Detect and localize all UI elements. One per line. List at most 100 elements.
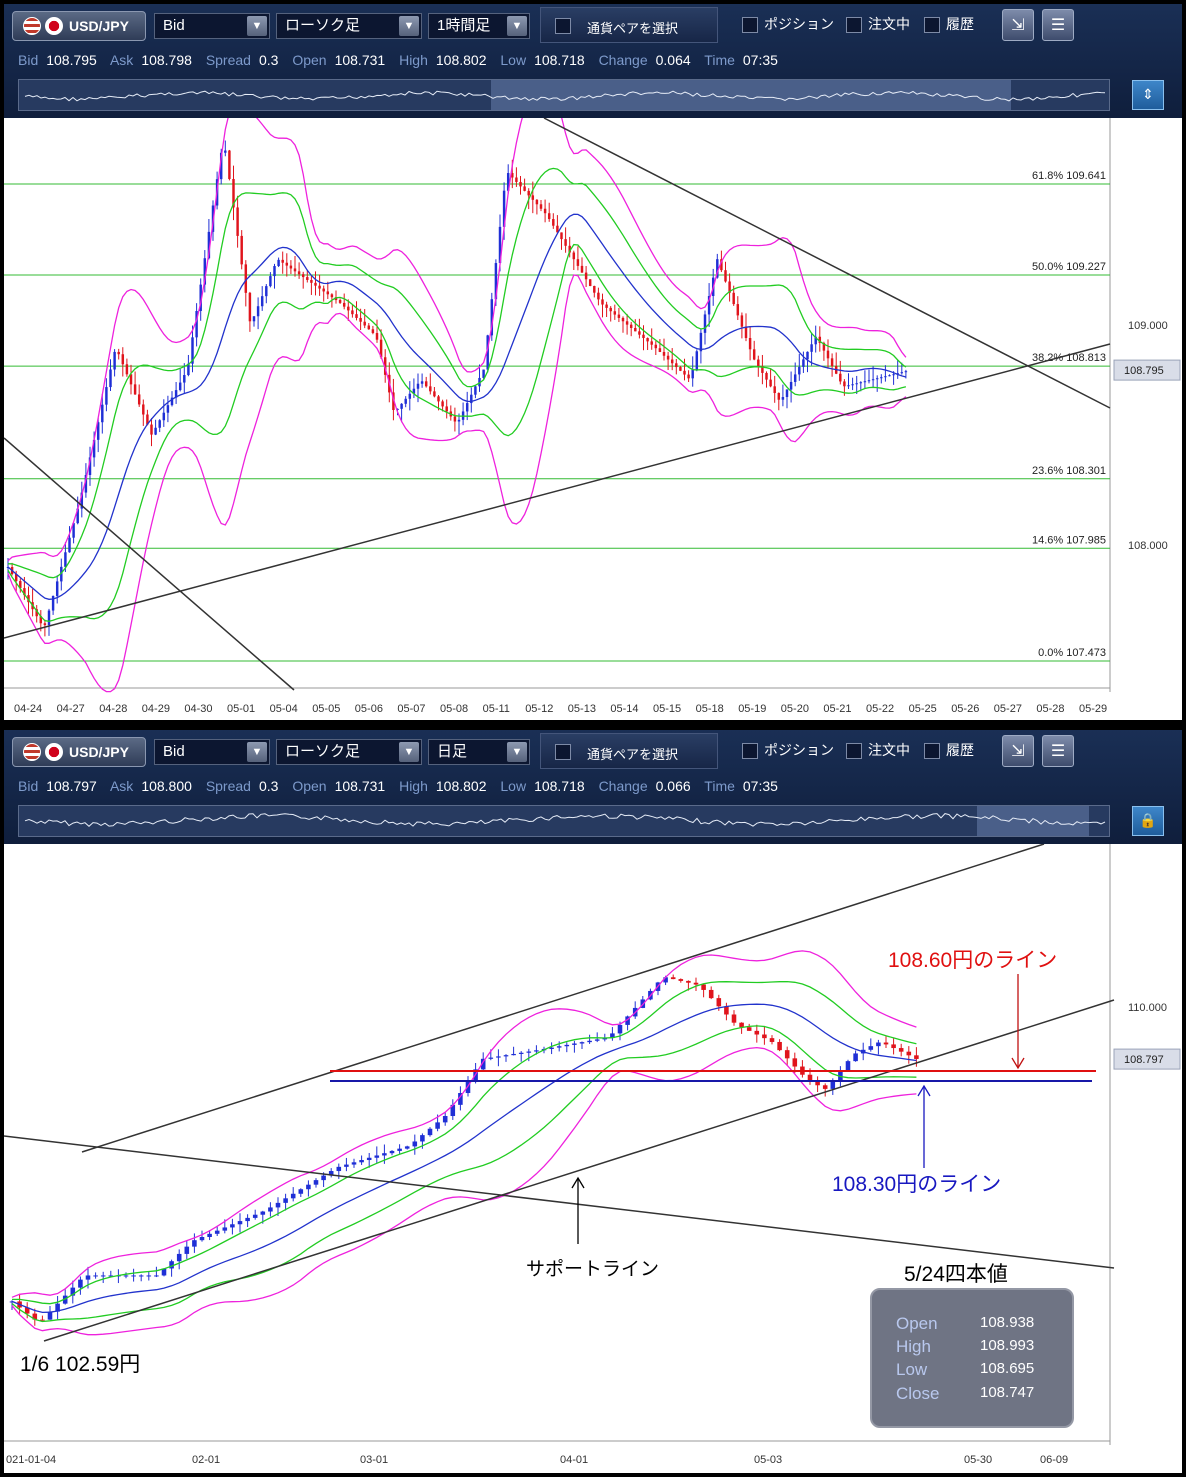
chart-type-select[interactable]: ローソク足 ▼ bbox=[276, 739, 422, 765]
change-value: 0.066 bbox=[655, 778, 691, 794]
scroll-lock-icon[interactable]: 🔒 bbox=[1132, 806, 1164, 836]
hourly-candle bbox=[162, 412, 166, 421]
hourly-candle bbox=[658, 348, 662, 352]
time-tick-label: 05-20 bbox=[781, 703, 809, 715]
chevron-down-icon: ▼ bbox=[247, 742, 267, 762]
pair-select-button[interactable]: 通貨ペアを選択 bbox=[540, 7, 718, 43]
down-trendline bbox=[4, 437, 295, 691]
symbol-button[interactable]: USD/JPY bbox=[12, 737, 146, 767]
hourly-candle bbox=[72, 523, 75, 538]
price-type-value: Bid bbox=[163, 17, 185, 34]
hourly-candle bbox=[441, 401, 444, 407]
open-value: 108.731 bbox=[334, 52, 386, 68]
hourly-band-upper2 bbox=[7, 118, 907, 562]
navigator-scrollbar[interactable] bbox=[18, 79, 1110, 111]
hourly-candle bbox=[855, 383, 858, 385]
hourly-candle bbox=[761, 366, 764, 373]
price-tick-label: 110.000 bbox=[1128, 1002, 1167, 1014]
hourly-candle bbox=[39, 616, 43, 624]
daily-candle bbox=[663, 977, 668, 983]
hourly-candle bbox=[802, 359, 805, 367]
hourly-candle bbox=[178, 382, 182, 391]
hourly-candle bbox=[613, 311, 617, 315]
settings-panel-icon[interactable]: ☰ bbox=[1042, 735, 1074, 767]
pair-checkbox[interactable] bbox=[555, 18, 571, 34]
chart-type-select[interactable]: ローソク足 ▼ bbox=[276, 13, 422, 39]
hourly-candle bbox=[707, 296, 711, 315]
hourly-candlestick-chart[interactable]: 61.8% 109.641 50.0% 109.227 38.2% 108.813 2… bbox=[4, 118, 1182, 720]
navigator-window[interactable] bbox=[977, 806, 1089, 837]
daily-candle bbox=[526, 1051, 532, 1053]
history-checkbox[interactable] bbox=[924, 17, 940, 33]
orders-toggle[interactable]: 注文中 bbox=[846, 740, 910, 760]
time-tick-label: 04-29 bbox=[142, 703, 170, 715]
hourly-candle bbox=[367, 325, 371, 330]
navigator-scrollbar[interactable] bbox=[18, 805, 1110, 837]
daily-candle bbox=[458, 1093, 463, 1105]
hourly-candle bbox=[654, 344, 658, 349]
chevron-down-icon: ▼ bbox=[399, 16, 419, 36]
position-toggle[interactable]: ポジション bbox=[742, 740, 834, 760]
daily-candle bbox=[625, 1016, 630, 1025]
orders-checkbox[interactable] bbox=[846, 17, 862, 33]
time-tick-label: 05-01 bbox=[227, 703, 255, 715]
daily-candle bbox=[845, 1061, 851, 1071]
hourly-candle bbox=[199, 284, 202, 311]
hourly-candle bbox=[748, 337, 752, 350]
history-label: 履歴 bbox=[946, 17, 974, 33]
hourly-candle bbox=[699, 332, 703, 352]
hourly-candle bbox=[666, 355, 670, 360]
history-checkbox[interactable] bbox=[924, 743, 940, 759]
hourly-candle bbox=[306, 277, 309, 280]
daily-candle bbox=[351, 1162, 357, 1165]
history-toggle[interactable]: 履歴 bbox=[924, 14, 974, 34]
hourly-candle bbox=[129, 374, 133, 385]
spread-key: Spread bbox=[205, 52, 251, 68]
daily-candle bbox=[610, 1033, 615, 1039]
hourly-candle bbox=[228, 150, 231, 179]
history-toggle[interactable]: 履歴 bbox=[924, 740, 974, 760]
ohlc-close-row: Close 108.747 bbox=[896, 1384, 1056, 1406]
hourly-candle bbox=[400, 403, 403, 409]
symbol-button[interactable]: USD/JPY bbox=[12, 11, 146, 41]
hourly-candle bbox=[826, 350, 830, 359]
orders-checkbox[interactable] bbox=[846, 743, 862, 759]
hourly-band-upper1 bbox=[8, 167, 907, 579]
time-tick-label: 05-28 bbox=[1036, 703, 1064, 715]
pair-select-button[interactable]: 通貨ペアを選択 bbox=[540, 733, 718, 769]
hourly-candle bbox=[515, 177, 518, 182]
daily-candle bbox=[891, 1044, 896, 1049]
jp-flag-icon bbox=[45, 743, 63, 761]
hourly-candle bbox=[429, 386, 432, 392]
orders-toggle[interactable]: 注文中 bbox=[846, 14, 910, 34]
black-arrow-head bbox=[571, 1176, 585, 1189]
export-icon[interactable]: ⇲ bbox=[1002, 9, 1034, 41]
hourly-candle bbox=[482, 369, 485, 378]
hourly-candle bbox=[293, 268, 297, 272]
price-type-select[interactable]: Bid ▼ bbox=[154, 739, 270, 765]
hourly-candle bbox=[232, 178, 235, 208]
position-toggle[interactable]: ポジション bbox=[742, 14, 834, 34]
daily-candle bbox=[822, 1085, 828, 1089]
daily-candle bbox=[435, 1122, 440, 1129]
hourly-candle bbox=[810, 344, 813, 352]
hourly-candle bbox=[806, 351, 809, 360]
pair-checkbox[interactable] bbox=[555, 744, 571, 760]
hourly-candle bbox=[720, 259, 723, 271]
position-checkbox[interactable] bbox=[742, 17, 758, 33]
time-tick-label: 05-25 bbox=[909, 703, 937, 715]
daily-candle bbox=[78, 1279, 83, 1288]
timeframe-value: 日足 bbox=[437, 743, 468, 760]
position-checkbox[interactable] bbox=[742, 743, 758, 759]
timeframe-select[interactable]: 日足 ▼ bbox=[428, 739, 530, 765]
scroll-lock-icon[interactable]: ⇕ bbox=[1132, 80, 1164, 110]
settings-panel-icon[interactable]: ☰ bbox=[1042, 9, 1074, 41]
price-type-select[interactable]: Bid ▼ bbox=[154, 13, 270, 39]
daily-candle bbox=[534, 1050, 539, 1052]
hourly-candle bbox=[416, 383, 420, 389]
hourly-candle bbox=[310, 279, 313, 283]
hourly-candle bbox=[363, 321, 366, 326]
navigator-window[interactable] bbox=[491, 80, 1011, 111]
timeframe-select[interactable]: 1時間足 ▼ bbox=[428, 13, 530, 39]
export-icon[interactable]: ⇲ bbox=[1002, 735, 1034, 767]
